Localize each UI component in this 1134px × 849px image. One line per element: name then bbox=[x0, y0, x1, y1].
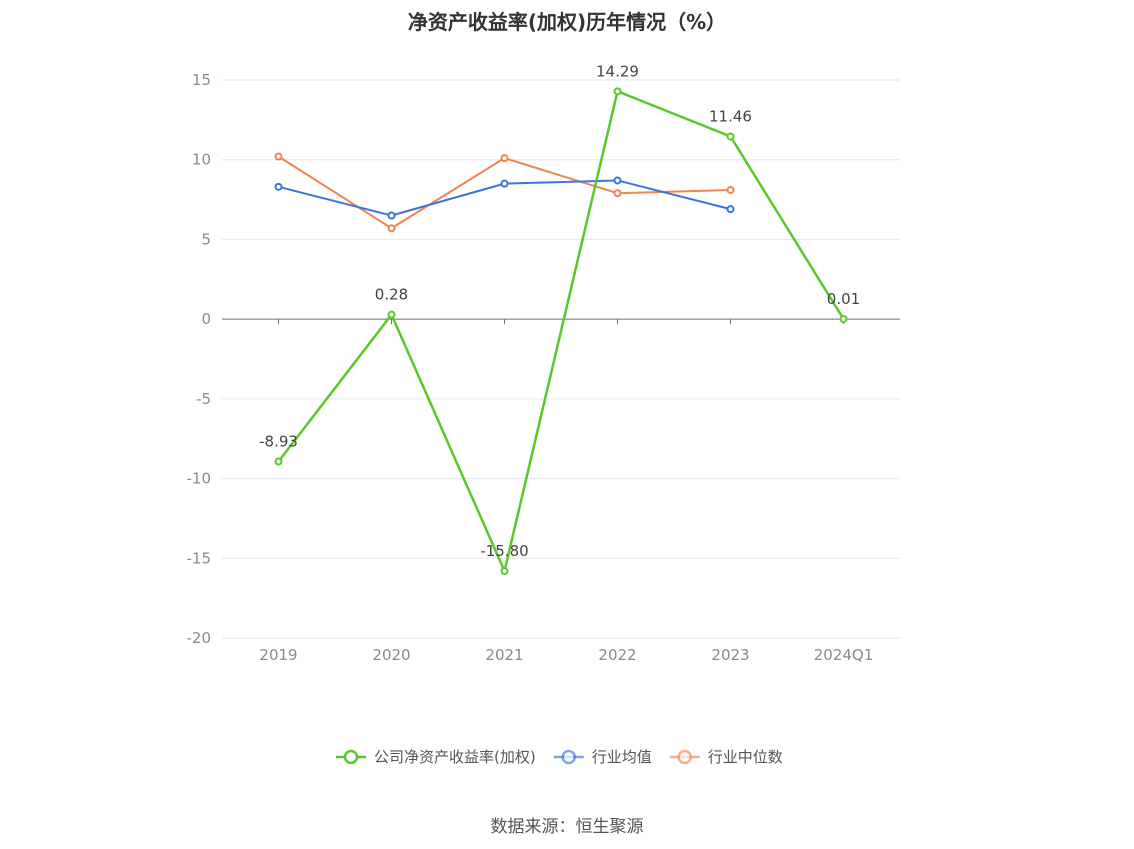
data-point[interactable] bbox=[726, 186, 735, 195]
data-point[interactable] bbox=[839, 314, 848, 323]
series-lines bbox=[274, 87, 848, 576]
data-point[interactable] bbox=[500, 154, 509, 163]
legend-label: 行业中位数 bbox=[708, 748, 783, 766]
x-tick-label: 2023 bbox=[711, 646, 749, 664]
data-point[interactable] bbox=[500, 567, 509, 576]
series-line bbox=[277, 90, 845, 573]
y-tick-label: -20 bbox=[187, 629, 212, 647]
data-point[interactable] bbox=[387, 310, 396, 319]
x-axis: 2019 2020 2021 2022 2023 2024Q1 bbox=[222, 318, 900, 664]
data-point[interactable] bbox=[726, 132, 735, 141]
legend-item[interactable]: 行业均值 bbox=[553, 748, 652, 766]
data-point[interactable] bbox=[387, 211, 396, 220]
data-point[interactable] bbox=[613, 176, 622, 185]
x-tick-label: 2022 bbox=[598, 646, 636, 664]
legend-marker bbox=[561, 749, 576, 765]
x-tick-label: 2019 bbox=[259, 646, 297, 664]
data-point[interactable] bbox=[613, 87, 622, 96]
y-tick-label: 10 bbox=[192, 151, 211, 169]
x-tick-label: 2024Q1 bbox=[814, 646, 874, 664]
legend-label: 行业均值 bbox=[592, 748, 652, 766]
legend-marker bbox=[343, 749, 359, 765]
legend-label: 公司净资产收益率(加权) bbox=[374, 748, 536, 766]
x-tick-label: 2021 bbox=[485, 646, 523, 664]
data-source: 数据来源：恒生聚源 bbox=[490, 817, 644, 837]
y-tick-label: -15 bbox=[187, 549, 212, 567]
y-tick-label: 0 bbox=[201, 310, 211, 328]
x-tick-label: 2020 bbox=[372, 646, 410, 664]
data-label: -15.80 bbox=[480, 542, 528, 560]
legend-marker bbox=[677, 749, 692, 765]
data-point[interactable] bbox=[726, 205, 735, 214]
y-tick-label: -10 bbox=[187, 470, 212, 488]
data-label: 0.28 bbox=[375, 286, 408, 304]
y-tick-label: 15 bbox=[192, 71, 211, 89]
chart-title: 净资产收益率(加权)历年情况（%） bbox=[407, 10, 727, 34]
y-tick-label: -5 bbox=[196, 390, 211, 408]
data-point[interactable] bbox=[274, 182, 283, 191]
data-label: -8.93 bbox=[259, 433, 298, 451]
data-point[interactable] bbox=[613, 189, 622, 198]
legend-item[interactable]: 行业中位数 bbox=[669, 748, 783, 766]
data-point[interactable] bbox=[387, 224, 396, 233]
data-label: 14.29 bbox=[596, 62, 639, 80]
data-point[interactable] bbox=[500, 179, 509, 188]
data-point[interactable] bbox=[274, 457, 283, 466]
y-tick-label: 5 bbox=[201, 230, 211, 248]
legend[interactable]: 公司净资产收益率(加权) 行业均值 行业中位数 bbox=[336, 748, 783, 766]
data-label: 11.46 bbox=[709, 107, 752, 125]
data-label: 0.01 bbox=[827, 290, 860, 308]
data-point[interactable] bbox=[274, 152, 283, 161]
y-axis-ticks: 15 10 5 0 -5 -10 -15 -20 bbox=[187, 71, 212, 647]
legend-item[interactable]: 公司净资产收益率(加权) bbox=[336, 748, 536, 766]
grid-lines bbox=[222, 79, 900, 639]
data-labels: -8.93 0.28 -15.80 14.29 11.46 0.01 bbox=[259, 62, 860, 560]
